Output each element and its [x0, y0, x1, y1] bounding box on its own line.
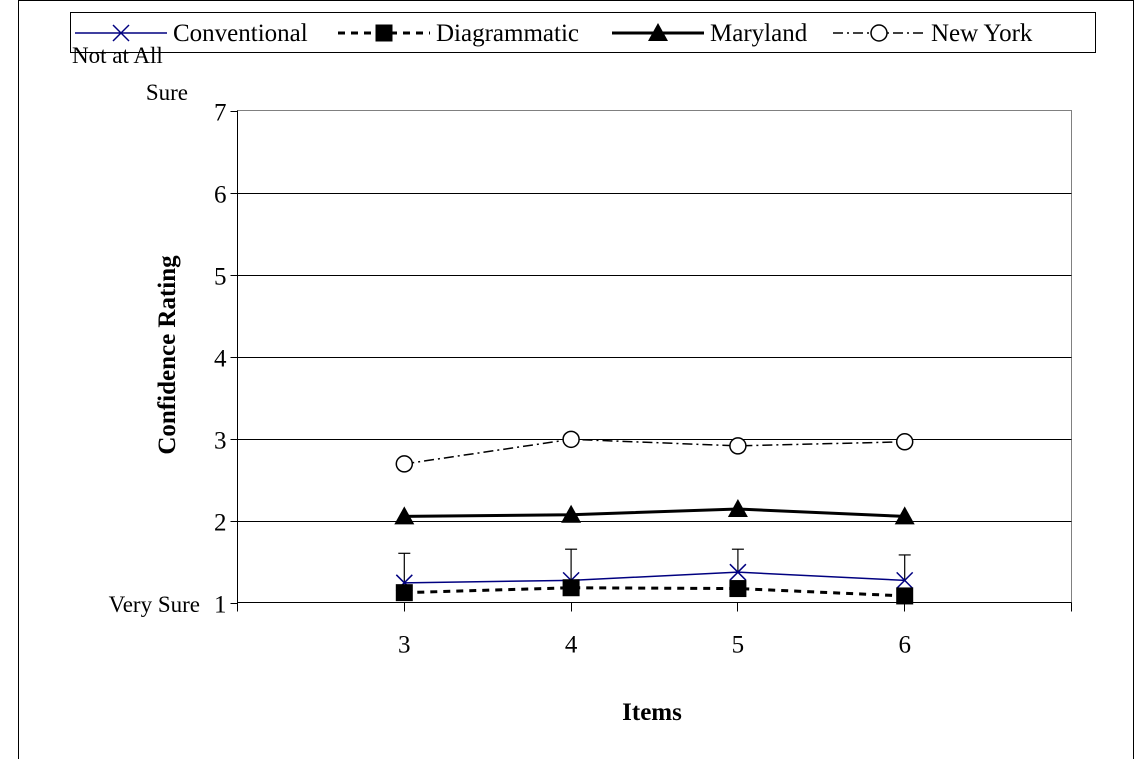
- y-tick-label: 6: [214, 182, 227, 209]
- data-point: [562, 579, 580, 597]
- y-axis-title: Confidence Rating: [154, 255, 181, 455]
- series-line: [404, 438, 905, 465]
- series-line: [404, 507, 905, 518]
- series-diagrammatic: [395, 579, 914, 605]
- legend-label: Conventional: [173, 20, 308, 47]
- x-axis-title: Items: [622, 699, 682, 726]
- legend-label: Maryland: [710, 20, 808, 47]
- legend-marker: [112, 24, 130, 42]
- axes: [230, 110, 1072, 612]
- legend-entry: Maryland: [612, 20, 808, 47]
- data-point: [394, 506, 415, 525]
- error-bar: [898, 554, 911, 581]
- x-tick-label: 5: [732, 632, 745, 659]
- y-tick-label: 5: [214, 264, 227, 291]
- y-low-label-prefix: Very Sure: [109, 592, 200, 617]
- legend-marker: [870, 24, 888, 42]
- error-bar: [565, 548, 578, 581]
- legend-label: New York: [931, 20, 1033, 47]
- data-point: [729, 437, 747, 455]
- data-point: [895, 433, 914, 451]
- x-tick-label: 6: [898, 632, 911, 659]
- y-tick-label: 3: [214, 428, 227, 455]
- series-layer: [394, 430, 915, 605]
- data-point: [896, 587, 914, 605]
- legend-entry: Conventional: [75, 20, 308, 47]
- data-point: [395, 584, 413, 602]
- data-point: [729, 563, 747, 581]
- data-point: [894, 506, 915, 525]
- legend-marker: [375, 24, 393, 42]
- data-point: [395, 455, 414, 473]
- y-tick-label: 1: [214, 592, 227, 619]
- y-tick-label: 2: [214, 510, 227, 537]
- error-bar: [398, 552, 411, 583]
- plot-area: [237, 110, 1072, 603]
- x-tick-label: 4: [565, 632, 578, 659]
- y-high-label-line1: Not at All: [72, 43, 163, 68]
- x-tick-label: 3: [398, 632, 411, 659]
- series-maryland: [394, 499, 915, 525]
- series-line: [404, 571, 905, 584]
- legend-box: [70, 12, 1096, 53]
- data-point: [896, 571, 914, 589]
- y-high-label-line2: Sure: [146, 80, 188, 105]
- data-point: [562, 430, 580, 449]
- legend: Conventional Diagrammatic Maryland New York: [70, 12, 1096, 53]
- data-point: [727, 499, 748, 518]
- data-point: [729, 580, 747, 598]
- series-line: [404, 586, 905, 598]
- y-tick-labels: 1 2 3 4 5 6 7: [214, 100, 227, 619]
- legend-label: Diagrammatic: [436, 20, 579, 47]
- series-new-york: [395, 430, 914, 473]
- error-bar: [731, 548, 744, 573]
- gridlines: [237, 193, 1072, 522]
- y-tick-label: 7: [214, 100, 227, 127]
- legend-entry: Diagrammatic: [338, 20, 579, 47]
- legend-marker: [648, 23, 668, 41]
- x-tick-labels: 3 4 5 6: [398, 632, 911, 659]
- legend-entry: New York: [833, 20, 1033, 47]
- data-point: [561, 504, 582, 523]
- y-tick-label: 4: [214, 346, 227, 373]
